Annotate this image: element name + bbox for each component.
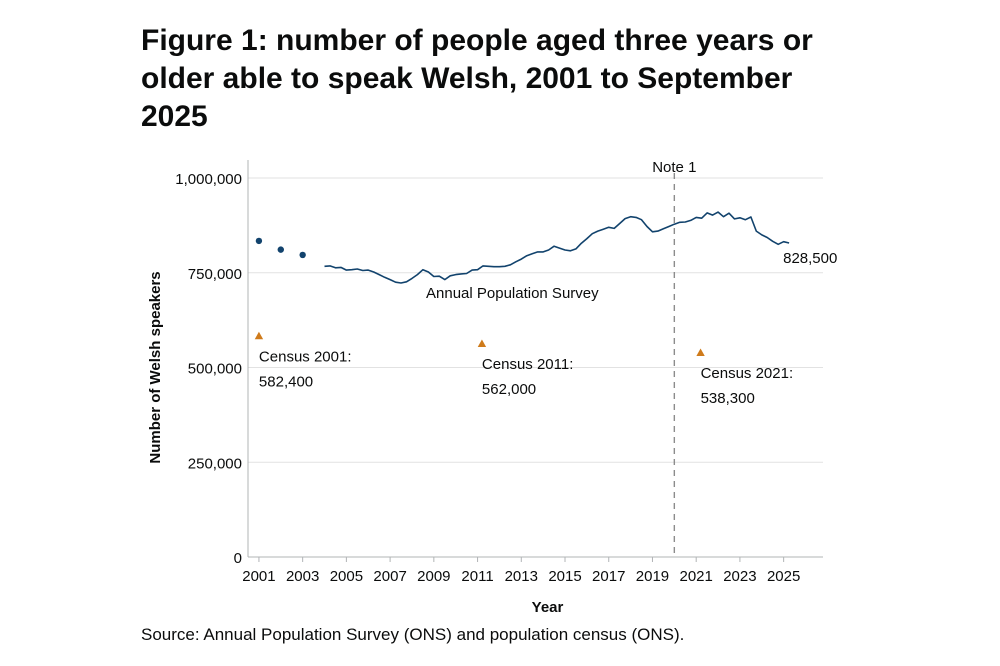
x-tick-label: 2021 xyxy=(680,568,713,585)
census-label-name: Census 2011: xyxy=(482,356,573,373)
y-tick-label: 750,000 xyxy=(188,266,242,283)
x-tick-label: 2013 xyxy=(505,568,538,585)
census-label-value: 538,300 xyxy=(701,390,755,407)
x-tick-label: 2009 xyxy=(417,568,450,585)
census-label-value: 562,000 xyxy=(482,381,536,398)
x-tick-label: 2011 xyxy=(461,568,493,585)
x-tick-label: 2017 xyxy=(592,568,625,585)
source-note: Source: Annual Population Survey (ONS) a… xyxy=(141,625,685,644)
y-tick-label: 500,000 xyxy=(188,361,242,378)
note-1-label: Note 1 xyxy=(652,159,696,176)
census-label-name: Census 2021: xyxy=(701,365,794,382)
census-marker xyxy=(254,331,264,340)
x-tick-label: 2003 xyxy=(286,568,319,585)
x-axis-title: Year xyxy=(532,599,564,616)
aps-series-label: Annual Population Survey xyxy=(426,285,599,302)
aps-point xyxy=(255,237,263,245)
x-tick-label: 2023 xyxy=(723,568,756,585)
x-tick-label: 2015 xyxy=(548,568,581,585)
census-marker xyxy=(477,339,487,348)
aps-end-value-label: 828,500 xyxy=(783,250,837,267)
census-label-name: Census 2001: xyxy=(259,348,352,365)
x-tick-label: 2025 xyxy=(767,568,800,585)
x-tick-label: 2005 xyxy=(330,568,363,585)
aps-point xyxy=(299,251,306,259)
x-tick-label: 2001 xyxy=(242,568,275,585)
census-marker xyxy=(696,348,705,356)
aps-line xyxy=(324,211,790,284)
y-axis-title: Number of Welsh speakers xyxy=(147,271,164,463)
aps-point xyxy=(277,246,284,253)
y-tick-label: 1,000,000 xyxy=(175,171,242,188)
x-tick-label: 2007 xyxy=(373,568,406,585)
chart-title: Figure 1: number of people aged three ye… xyxy=(141,24,813,133)
y-tick-label: 250,000 xyxy=(188,455,242,472)
x-tick-label: 2019 xyxy=(636,568,669,585)
census-label-value: 582,400 xyxy=(259,373,313,390)
y-tick-label: 0 xyxy=(234,550,242,567)
